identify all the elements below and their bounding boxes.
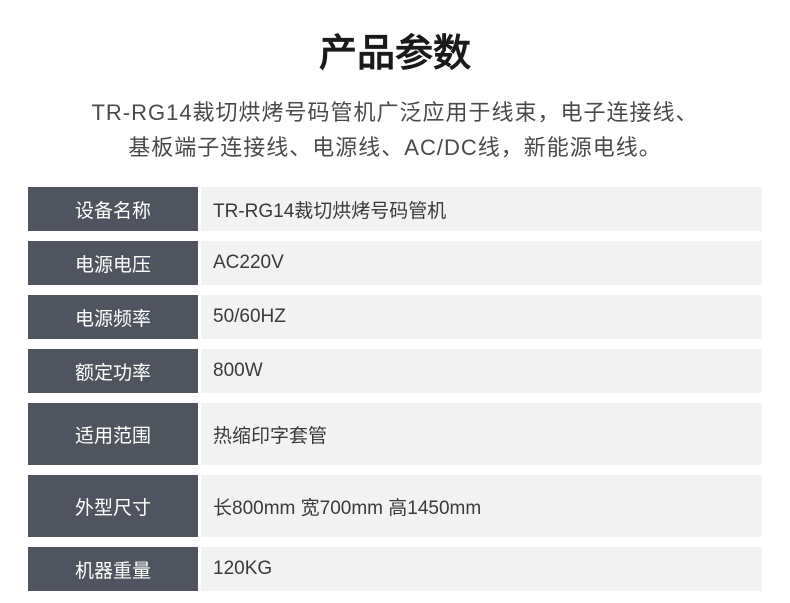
spec-row: 机器重量120KG [28, 547, 762, 591]
spec-value: 长800mm 宽700mm 高1450mm [201, 475, 762, 537]
spec-sheet: 产品参数 TR-RG14裁切烘烤号码管机广泛应用于线束，电子连接线、 基板端子连… [0, 0, 790, 591]
spec-label: 电源频率 [28, 295, 198, 339]
product-description: TR-RG14裁切烘烤号码管机广泛应用于线束，电子连接线、 基板端子连接线、电源… [28, 95, 762, 165]
spec-row: 适用范围热缩印字套管 [28, 403, 762, 465]
spec-label: 外型尺寸 [28, 475, 198, 537]
spec-row: 电源电压AC220V [28, 241, 762, 285]
spec-row: 电源频率50/60HZ [28, 295, 762, 339]
spec-label: 设备名称 [28, 187, 198, 231]
spec-label: 适用范围 [28, 403, 198, 465]
spec-value: 120KG [201, 547, 762, 591]
spec-label: 电源电压 [28, 241, 198, 285]
spec-label: 额定功率 [28, 349, 198, 393]
page-title: 产品参数 [28, 22, 762, 77]
spec-value: 热缩印字套管 [201, 403, 762, 465]
spec-value: 800W [201, 349, 762, 393]
description-line-2: 基板端子连接线、电源线、AC/DC线，新能源电线。 [128, 135, 661, 160]
spec-row: 设备名称TR-RG14裁切烘烤号码管机 [28, 187, 762, 231]
spec-value: AC220V [201, 241, 762, 285]
spec-row: 外型尺寸长800mm 宽700mm 高1450mm [28, 475, 762, 537]
description-line-1: TR-RG14裁切烘烤号码管机广泛应用于线束，电子连接线、 [91, 100, 698, 125]
spec-label: 机器重量 [28, 547, 198, 591]
spec-value: 50/60HZ [201, 295, 762, 339]
spec-row: 额定功率800W [28, 349, 762, 393]
spec-value: TR-RG14裁切烘烤号码管机 [201, 187, 762, 231]
spec-table: 设备名称TR-RG14裁切烘烤号码管机电源电压AC220V电源频率50/60HZ… [28, 187, 762, 591]
